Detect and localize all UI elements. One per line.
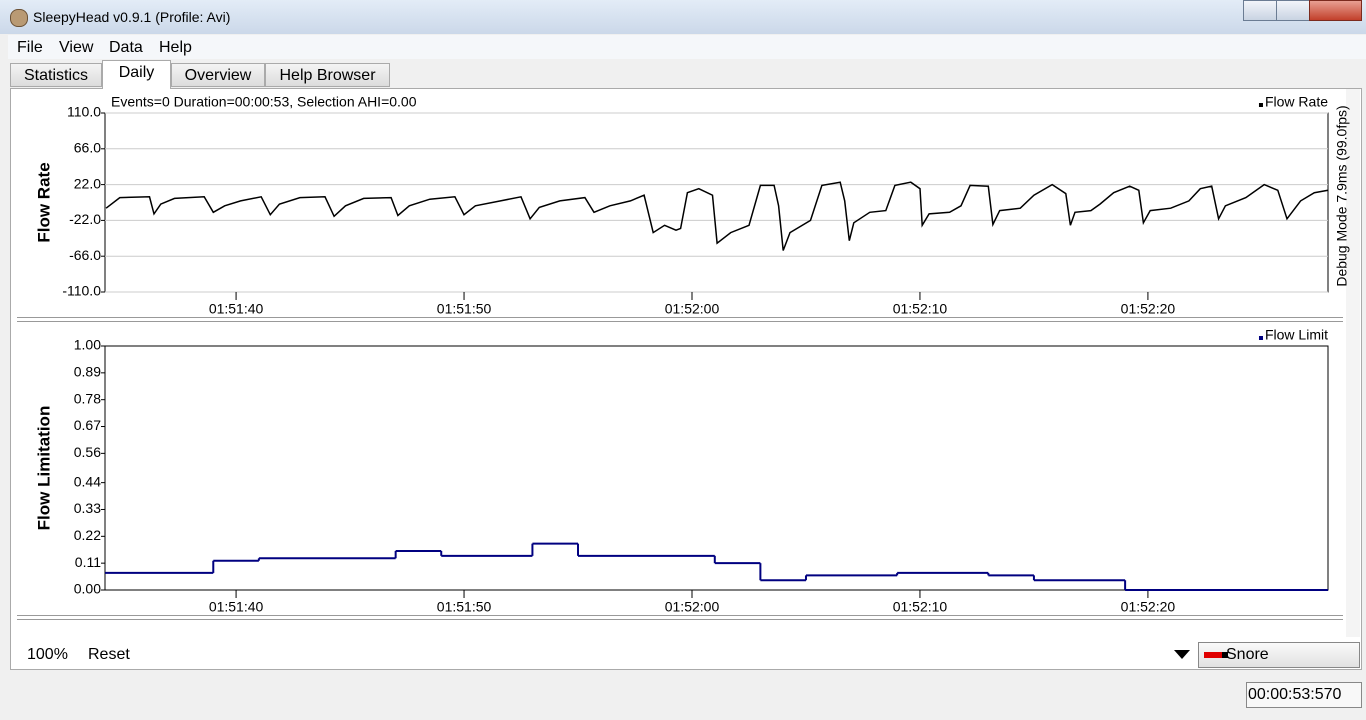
y-tick-label: 0.89	[74, 364, 101, 380]
y-tick-label: 66.0	[74, 140, 101, 156]
tab[interactable]: Help Browser	[265, 63, 390, 87]
menu-item[interactable]: Help	[159, 39, 192, 56]
y-tick-label: 0.11	[75, 554, 101, 570]
plot-frame	[104, 112, 1329, 293]
window-title: SleepyHead v0.9.1 (Profile: Avi)	[33, 9, 231, 25]
menu-item[interactable]: Data	[109, 39, 143, 56]
x-tick-label: 01:52:10	[893, 301, 948, 317]
x-tick-label: 01:52:10	[893, 599, 948, 615]
y-tick-label: -66.0	[69, 247, 101, 263]
tab[interactable]: Statistics	[10, 63, 102, 87]
y-tick-label: 110.0	[67, 104, 101, 120]
x-tick-label: 01:52:20	[1121, 301, 1176, 317]
time-box	[1246, 682, 1362, 708]
y-tick-label: 1.00	[74, 337, 101, 353]
tab[interactable]: Overview	[171, 63, 265, 87]
menu-item[interactable]: View	[59, 39, 94, 56]
plot-frame	[104, 345, 1329, 591]
flow-line	[105, 181, 1329, 251]
legend-swatch	[1258, 103, 1263, 107]
x-tick-label: 01:52:00	[665, 599, 720, 615]
title-bar	[0, 0, 1366, 34]
time-display: 00:00:53:570	[1248, 686, 1342, 703]
y-tick-label: 0.44	[74, 473, 101, 489]
menu-bar	[8, 35, 1366, 59]
dropdown-arrow[interactable]	[1174, 650, 1190, 659]
separator	[17, 317, 1343, 322]
y-tick-label: 0.22	[74, 527, 101, 543]
y-tick-label: 0.78	[74, 390, 101, 406]
event-color	[1204, 652, 1228, 658]
x-tick-label: 01:51:40	[209, 301, 264, 317]
y-tick-label: 0.33	[74, 500, 101, 516]
chart-info: Events=0 Duration=00:00:53, Selection AH…	[111, 94, 417, 110]
separator	[17, 615, 1343, 620]
x-tick-label: 01:51:50	[437, 599, 492, 615]
debug-text: Debug Mode 7.9ms (99.0fps)	[1334, 105, 1350, 286]
menu-item[interactable]: File	[17, 39, 43, 56]
reset-button[interactable]: Reset	[88, 646, 130, 663]
legend-swatch	[1258, 336, 1263, 340]
x-tick-label: 01:51:50	[437, 301, 492, 317]
event-type: Snore	[1226, 646, 1269, 663]
legend-label: Flow Limit	[1265, 327, 1328, 343]
zoom-label: 100%	[27, 646, 68, 663]
legend-label: Flow Rate	[1265, 94, 1328, 110]
x-tick-label: 01:52:20	[1121, 599, 1176, 615]
app-icon	[10, 9, 28, 27]
close-button[interactable]	[1309, 0, 1362, 21]
y-tick-label: 22.0	[74, 175, 101, 191]
x-tick-label: 01:51:40	[209, 599, 264, 615]
y-axis-label: Flow Limitation	[34, 406, 53, 531]
scrollbar[interactable]	[1346, 89, 1360, 637]
y-tick-label: 0.00	[74, 581, 101, 597]
y-tick-label: 0.56	[74, 444, 101, 460]
y-tick-label: 0.67	[74, 417, 101, 433]
y-axis-label: Flow Rate	[34, 162, 53, 242]
x-tick-label: 01:52:00	[665, 301, 720, 317]
y-tick-label: -22.0	[69, 211, 101, 227]
y-tick-label: -110.0	[62, 283, 101, 299]
tab[interactable]: Daily	[102, 60, 171, 89]
